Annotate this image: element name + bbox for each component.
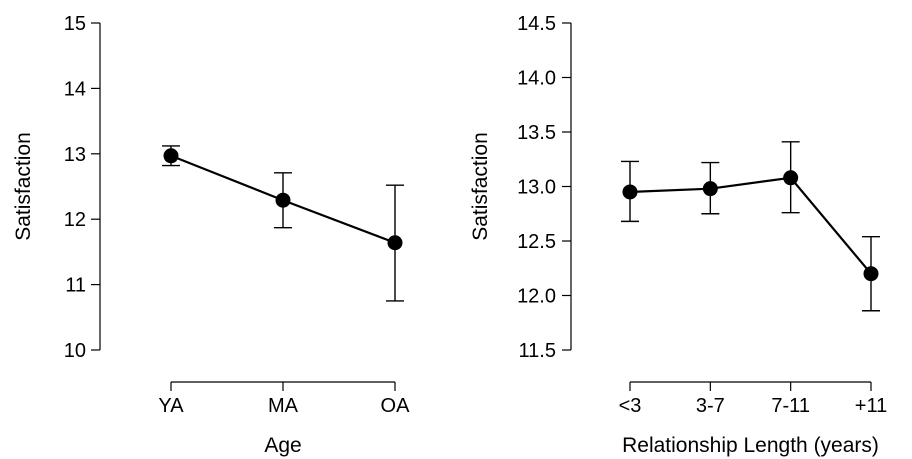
y-tick-label: 12.0 bbox=[517, 286, 556, 308]
x-tick-label: <3 bbox=[619, 395, 642, 417]
data-point bbox=[702, 181, 718, 197]
y-tick-label: 13 bbox=[64, 144, 86, 166]
data-point bbox=[622, 184, 638, 200]
x-tick-label: MA bbox=[268, 395, 299, 417]
x-tick-label: +11 bbox=[855, 395, 887, 417]
x-tick-label: YA bbox=[158, 395, 184, 417]
data-point bbox=[863, 266, 879, 282]
x-tick-label: 7-11 bbox=[771, 395, 810, 417]
y-tick-label: 15 bbox=[64, 13, 86, 35]
age-panel: 10 11 12 13 14 15 YA MA OA Age Satisfaction bbox=[12, 13, 410, 457]
x-axis-title: Age bbox=[264, 434, 301, 457]
data-point bbox=[783, 170, 799, 186]
y-tick-label: 14.0 bbox=[517, 68, 556, 90]
y-axis-title: Satisfaction bbox=[12, 132, 35, 241]
y-tick-label: 12 bbox=[64, 209, 86, 231]
data-point bbox=[163, 148, 179, 164]
y-tick-label: 10 bbox=[64, 340, 86, 362]
y-tick-label: 13.5 bbox=[517, 122, 556, 144]
series-line bbox=[629, 176, 872, 275]
y-tick-label: 12.5 bbox=[517, 231, 556, 253]
y-tick-label: 14 bbox=[64, 78, 86, 100]
y-axis-title: Satisfaction bbox=[469, 132, 492, 241]
y-tick-label: 13.0 bbox=[517, 177, 556, 199]
y-tick-label: 11 bbox=[65, 275, 86, 297]
x-axis-title: Relationship Length (years) bbox=[622, 434, 879, 457]
y-tick-label: 11.5 bbox=[519, 340, 556, 362]
data-point bbox=[275, 192, 291, 208]
x-tick-label: 3-7 bbox=[696, 395, 725, 417]
y-tick-label: 14.5 bbox=[517, 13, 556, 35]
data-point bbox=[387, 235, 403, 251]
relationship-length-panel: 11.5 12.0 12.5 13.0 13.5 14.0 14.5 <3 3-7 7-11 +11… bbox=[469, 13, 887, 457]
x-tick-label: OA bbox=[381, 395, 411, 417]
